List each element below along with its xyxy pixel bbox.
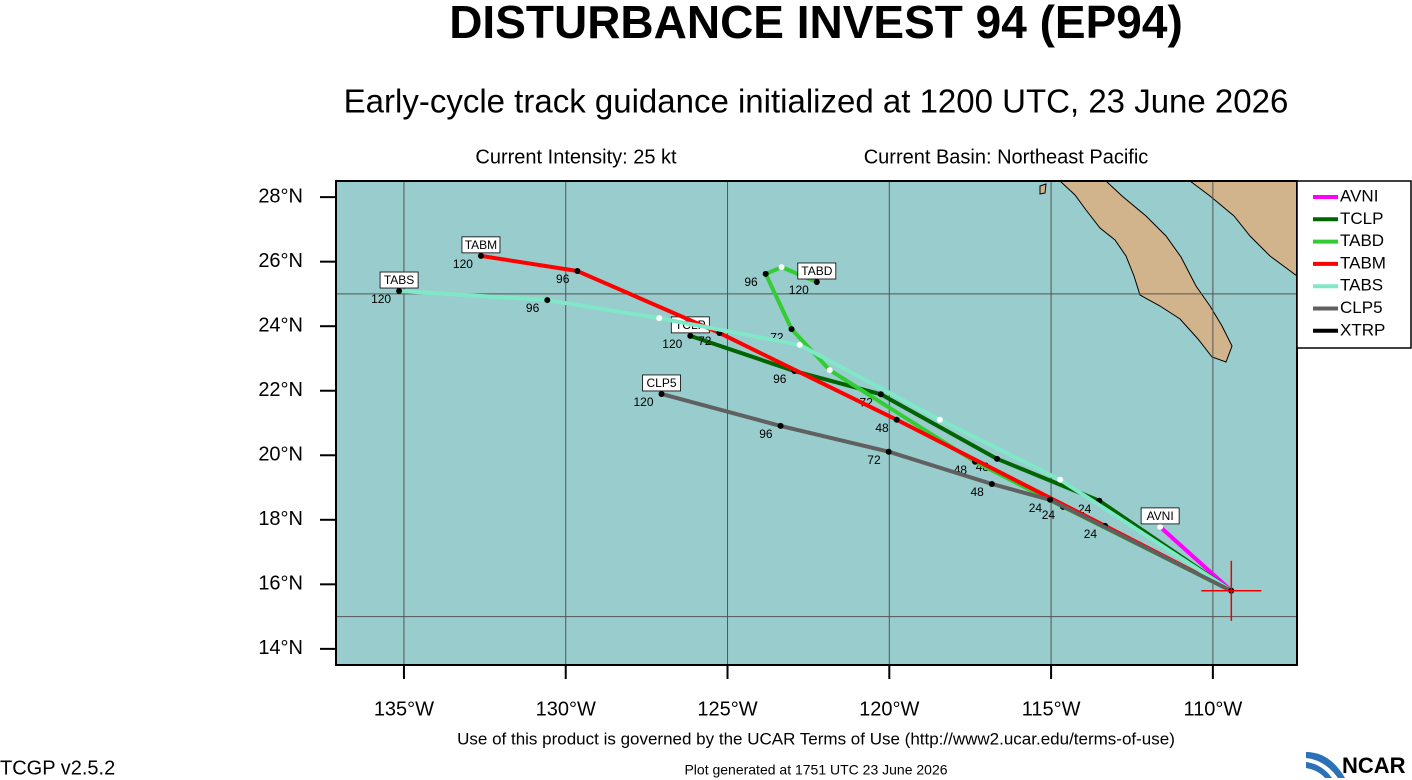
legend: AVNI TCLP TABD TABM TABS CLP5 XTRP <box>1313 186 1386 339</box>
hour-label: 48 <box>875 421 889 435</box>
mainland-mexico <box>1189 181 1297 277</box>
track-point <box>988 480 995 487</box>
track-point <box>788 326 795 333</box>
track-point <box>1057 476 1064 483</box>
info-basin: Current Basin: Northeast Pacific <box>864 146 1149 168</box>
track-tag: CLP5 <box>646 376 676 390</box>
track-point <box>544 297 551 304</box>
track-point <box>877 391 884 398</box>
x-tick-label: 110°W <box>1183 698 1242 720</box>
logo-text: NCAR <box>1342 753 1406 778</box>
hour-label: 96 <box>773 372 787 386</box>
baja-peninsula <box>1059 181 1233 363</box>
track-point <box>893 416 900 423</box>
track-point <box>777 422 784 429</box>
y-tick-label: 22°N <box>258 379 303 401</box>
hour-label: 120 <box>453 257 473 271</box>
hour-label: 96 <box>759 427 773 441</box>
track-point <box>1157 523 1164 530</box>
hour-label: 96 <box>526 301 540 315</box>
tracks: AVNI24487296120TCLP24487296120TABD244872… <box>371 236 1262 621</box>
track-point <box>796 341 803 348</box>
x-tick-label: 115°W <box>1022 698 1081 720</box>
legend-label: TABS <box>1340 276 1383 295</box>
y-tick-label: 26°N <box>258 250 303 272</box>
hour-label: 120 <box>662 337 682 351</box>
logo-swoosh <box>1306 762 1332 778</box>
track-point <box>994 455 1001 462</box>
y-tick-label: 28°N <box>258 185 303 207</box>
hour-label: 72 <box>698 334 712 348</box>
track-point <box>1047 496 1054 503</box>
track-point <box>826 367 833 374</box>
info-intensity: Current Intensity: 25 kt <box>475 146 677 168</box>
track-point <box>778 264 785 271</box>
hour-label: 120 <box>633 395 653 409</box>
hour-label: 72 <box>867 453 881 467</box>
y-tick-label: 18°N <box>258 508 303 530</box>
track-point <box>936 416 943 423</box>
x-tick-label: 130°W <box>536 698 596 720</box>
track-line <box>1158 525 1233 593</box>
hour-label: 120 <box>789 283 809 297</box>
track-line <box>689 333 1233 593</box>
legend-label: AVNI <box>1340 186 1378 205</box>
hour-label: 24 <box>1042 508 1056 522</box>
track-point <box>574 268 581 275</box>
track-tag-box <box>461 236 501 254</box>
track-tag-box <box>1140 507 1180 525</box>
track-point <box>885 448 892 455</box>
track-tag: AVNI <box>1147 509 1174 523</box>
hour-label: 120 <box>371 292 391 306</box>
track-point <box>658 390 665 397</box>
track-tag: TABS <box>384 273 414 287</box>
y-tick-label: 14°N <box>258 637 303 659</box>
ncar-logo: NCAR <box>1306 752 1406 778</box>
track-point <box>477 252 484 259</box>
track-tag-box <box>797 262 837 280</box>
island <box>1039 183 1047 195</box>
track-tag: TABD <box>801 264 832 278</box>
legend-label: XTRP <box>1340 320 1385 339</box>
x-tick-label: 125°W <box>697 698 757 720</box>
track-tag-box <box>642 374 681 392</box>
y-tick-label: 20°N <box>258 444 303 466</box>
legend-label: TABM <box>1340 253 1386 272</box>
track-tag: TABM <box>465 238 497 252</box>
plot-frame <box>335 180 1298 666</box>
hour-label: 24 <box>1029 501 1043 515</box>
footer-terms: Use of this product is governed by the U… <box>457 729 1175 748</box>
logo-swoosh <box>1306 752 1345 778</box>
track-point <box>687 332 694 339</box>
x-tick-label: 120°W <box>859 698 919 720</box>
footer-generated: Plot generated at 1751 UTC 23 June 2026 <box>684 762 947 778</box>
hour-label: 96 <box>556 272 570 286</box>
hour-label: 48 <box>971 485 985 499</box>
track-point <box>656 315 663 322</box>
y-tick-label: 24°N <box>258 314 303 336</box>
legend-label: TABD <box>1340 231 1384 250</box>
y-tick-label: 16°N <box>258 573 303 595</box>
hour-label: 96 <box>744 275 758 289</box>
legend-label: TCLP <box>1340 209 1383 228</box>
track-point <box>762 270 769 277</box>
legend-label: CLP5 <box>1340 298 1383 317</box>
chart-subtitle: Early-cycle track guidance initialized a… <box>344 83 1289 120</box>
track-tag-box <box>379 271 419 289</box>
grid: 135°W 130°W 125°W 120°W 115°W 110°W 28°N 26°N 24… <box>258 181 1297 720</box>
x-tick-label: 135°W <box>374 698 434 720</box>
track-point <box>813 278 820 285</box>
track-point <box>396 288 403 295</box>
version: TCGP v2.5.2 <box>0 757 115 779</box>
track-line <box>660 392 1233 593</box>
hour-label: 24 <box>1084 527 1098 541</box>
chart-title: DISTURBANCE INVEST 94 (EP94) <box>449 0 1183 48</box>
land <box>1039 181 1297 363</box>
